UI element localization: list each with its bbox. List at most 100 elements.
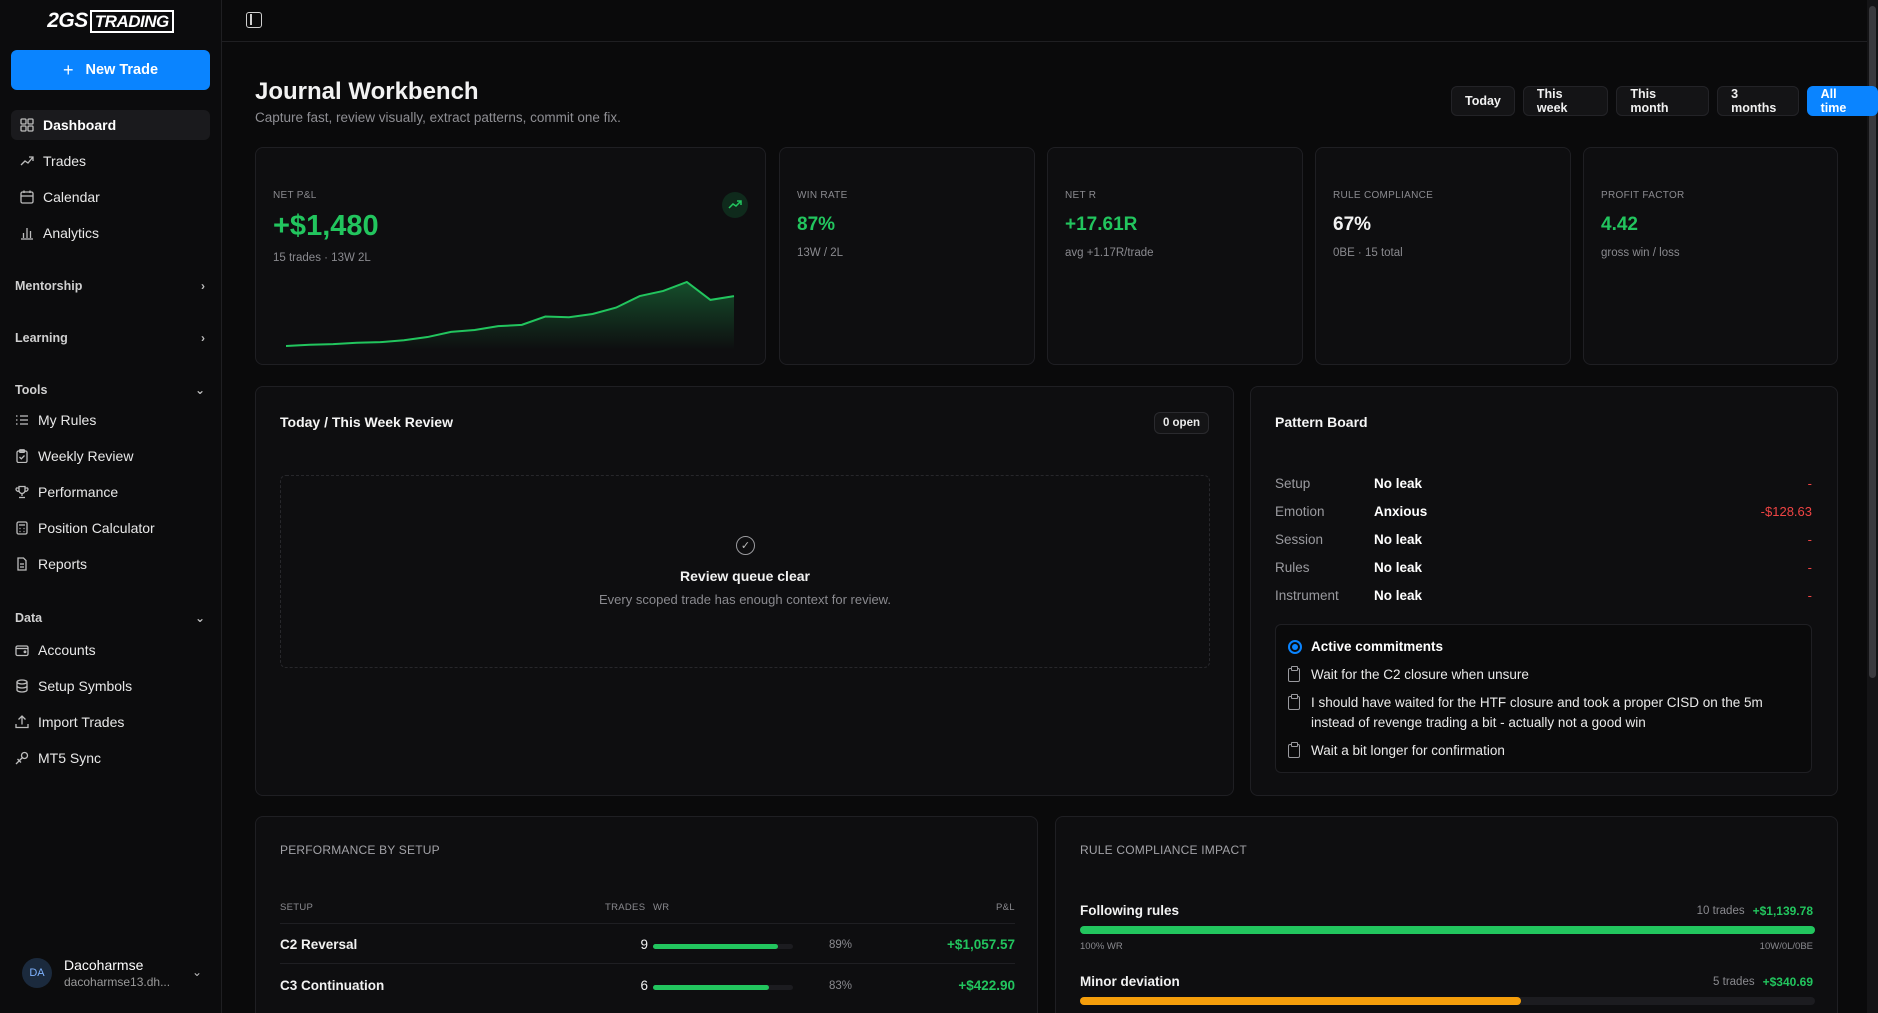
- pattern-row-rules[interactable]: Rules No leak -: [1275, 557, 1812, 577]
- commitments-header: Active commitments: [1288, 639, 1443, 654]
- bar-chart-icon: [20, 226, 34, 240]
- pattern-row-session[interactable]: Session No leak -: [1275, 529, 1812, 549]
- sidebar-item-accounts[interactable]: Accounts: [11, 635, 210, 665]
- compliance-stats: 10 trades +$1,139.78: [1697, 904, 1813, 918]
- sidebar-item-my-rules[interactable]: My Rules: [11, 405, 210, 435]
- file-icon: [15, 557, 29, 571]
- sidebar-item-label: My Rules: [38, 412, 97, 428]
- header-divider: [280, 923, 1015, 924]
- empty-subtitle: Every scoped trade has enough context fo…: [599, 592, 891, 607]
- kpi-card-profit-factor: PROFIT FACTOR 4.42 gross win / loss: [1583, 147, 1838, 365]
- compliance-record: 10W/0L/0BE: [1759, 941, 1813, 952]
- clipboard-icon: [15, 449, 29, 463]
- compliance-label: Minor deviation: [1080, 974, 1180, 989]
- setup-name: C3 Continuation: [280, 978, 385, 993]
- sidebar: 2GS TRADING + New Trade Dashboard Trades …: [0, 0, 222, 1013]
- commitment-text: Wait a bit longer for confirmation: [1311, 743, 1505, 758]
- database-icon: [15, 679, 29, 693]
- sidebar-item-dashboard[interactable]: Dashboard: [11, 110, 210, 140]
- range-this-week[interactable]: This week: [1522, 86, 1609, 116]
- empty-title: Review queue clear: [680, 568, 810, 584]
- chevron-down-icon: ⌄: [191, 965, 202, 979]
- sidebar-item-position-calculator[interactable]: Position Calculator: [11, 513, 210, 543]
- pattern-amount: -: [1807, 531, 1812, 547]
- range-all-time[interactable]: All time: [1806, 86, 1878, 116]
- data-nav: Accounts Setup Symbols Import Trades MT5…: [11, 635, 210, 779]
- sidebar-item-analytics[interactable]: Analytics: [11, 218, 210, 248]
- section-mentorship[interactable]: Mentorship ›: [15, 276, 205, 296]
- clipboard-icon: [1288, 742, 1300, 758]
- review-panel: Today / This Week Review 0 open ✓ Review…: [255, 386, 1234, 796]
- calendar-icon: [20, 190, 34, 204]
- setup-pnl: +$1,057.57: [947, 937, 1015, 952]
- setup-trades: 9: [640, 937, 648, 952]
- brand-logo[interactable]: 2GS TRADING: [0, 0, 221, 42]
- setup-name: C2 Reversal: [280, 937, 358, 952]
- chevron-down-icon: ⌄: [194, 383, 205, 397]
- trend-up-icon[interactable]: [722, 192, 748, 218]
- col-trades: TRADES: [605, 902, 646, 913]
- kpi-card-win-rate: WIN RATE 87% 13W / 2L: [779, 147, 1035, 365]
- scrollbar-thumb[interactable]: [1869, 6, 1876, 678]
- range-today[interactable]: Today: [1451, 86, 1515, 116]
- sidebar-toggle-icon[interactable]: [246, 12, 262, 28]
- col-setup: SETUP: [280, 902, 314, 913]
- trophy-icon: [15, 485, 29, 499]
- wr-bar-fill: [653, 944, 778, 949]
- section-data[interactable]: Data ⌄: [15, 608, 205, 628]
- wr-bar: [653, 985, 793, 990]
- pattern-row-setup[interactable]: Setup No leak -: [1275, 473, 1812, 493]
- chevron-right-icon: ›: [201, 279, 205, 293]
- sidebar-item-import-trades[interactable]: Import Trades: [11, 707, 210, 737]
- range-3-months[interactable]: 3 months: [1717, 86, 1799, 116]
- chevron-right-icon: ›: [201, 331, 205, 345]
- kpi-value: 4.42: [1601, 214, 1638, 235]
- commitment-item[interactable]: I should have waited for the HTF closure…: [1288, 693, 1798, 733]
- rule-compliance-impact: RULE COMPLIANCE IMPACT Following rules 1…: [1055, 816, 1838, 1013]
- pattern-row-emotion[interactable]: Emotion Anxious -$128.63: [1275, 501, 1812, 521]
- check-circle-icon: ✓: [736, 536, 755, 555]
- logo-text-a: 2GS: [47, 9, 88, 32]
- wallet-icon: [15, 643, 29, 657]
- active-commitments: Active commitments Wait for the C2 closu…: [1275, 624, 1812, 773]
- pattern-category: Emotion: [1275, 503, 1325, 519]
- commitment-item[interactable]: Wait for the C2 closure when unsure: [1288, 665, 1798, 685]
- section-learning[interactable]: Learning ›: [15, 328, 205, 348]
- sidebar-item-reports[interactable]: Reports: [11, 549, 210, 579]
- pattern-amount: -: [1807, 559, 1812, 575]
- compliance-stats: 5 trades +$340.69: [1713, 975, 1813, 989]
- section-label: Learning: [15, 331, 68, 345]
- kpi-label: NET R: [1065, 190, 1097, 201]
- new-trade-button[interactable]: + New Trade: [11, 50, 210, 90]
- compliance-pnl: +$340.69: [1762, 975, 1813, 989]
- pattern-value: No leak: [1374, 559, 1423, 575]
- sidebar-item-mt5-sync[interactable]: MT5 Sync: [11, 743, 210, 773]
- wr-bar-fill: [653, 985, 770, 990]
- kpi-label: NET P&L: [273, 190, 317, 201]
- sidebar-item-weekly-review[interactable]: Weekly Review: [11, 441, 210, 471]
- section-label: Tools: [15, 383, 48, 397]
- pattern-board-title: Pattern Board: [1275, 414, 1368, 430]
- pattern-category: Setup: [1275, 475, 1311, 491]
- section-tools[interactable]: Tools ⌄: [15, 380, 205, 400]
- compliance-bar: [1080, 926, 1815, 934]
- commitment-item[interactable]: Wait a bit longer for confirmation: [1288, 741, 1798, 761]
- pattern-amount: -: [1807, 587, 1812, 603]
- compliance-bar-fill: [1080, 926, 1815, 934]
- sidebar-item-calendar[interactable]: Calendar: [11, 182, 210, 212]
- pattern-row-instrument[interactable]: Instrument No leak -: [1275, 585, 1812, 605]
- kpi-label: WIN RATE: [797, 190, 848, 201]
- user-email: dacoharmse13.dh...: [64, 975, 171, 989]
- sidebar-item-label: Import Trades: [38, 714, 125, 730]
- sidebar-item-setup-symbols[interactable]: Setup Symbols: [11, 671, 210, 701]
- sync-icon: [15, 751, 29, 765]
- commitment-text: Wait for the C2 closure when unsure: [1311, 667, 1529, 682]
- logo-text-b: TRADING: [89, 10, 174, 33]
- sidebar-item-trades[interactable]: Trades: [11, 146, 210, 176]
- sidebar-item-label: Reports: [38, 556, 88, 572]
- sidebar-item-performance[interactable]: Performance: [11, 477, 210, 507]
- page-scrollbar[interactable]: [1867, 0, 1878, 1013]
- range-this-month[interactable]: This month: [1616, 86, 1710, 116]
- compliance-pnl: +$1,139.78: [1752, 904, 1813, 918]
- user-menu[interactable]: DA Dacoharmse dacoharmse13.dh... ⌄: [22, 953, 202, 993]
